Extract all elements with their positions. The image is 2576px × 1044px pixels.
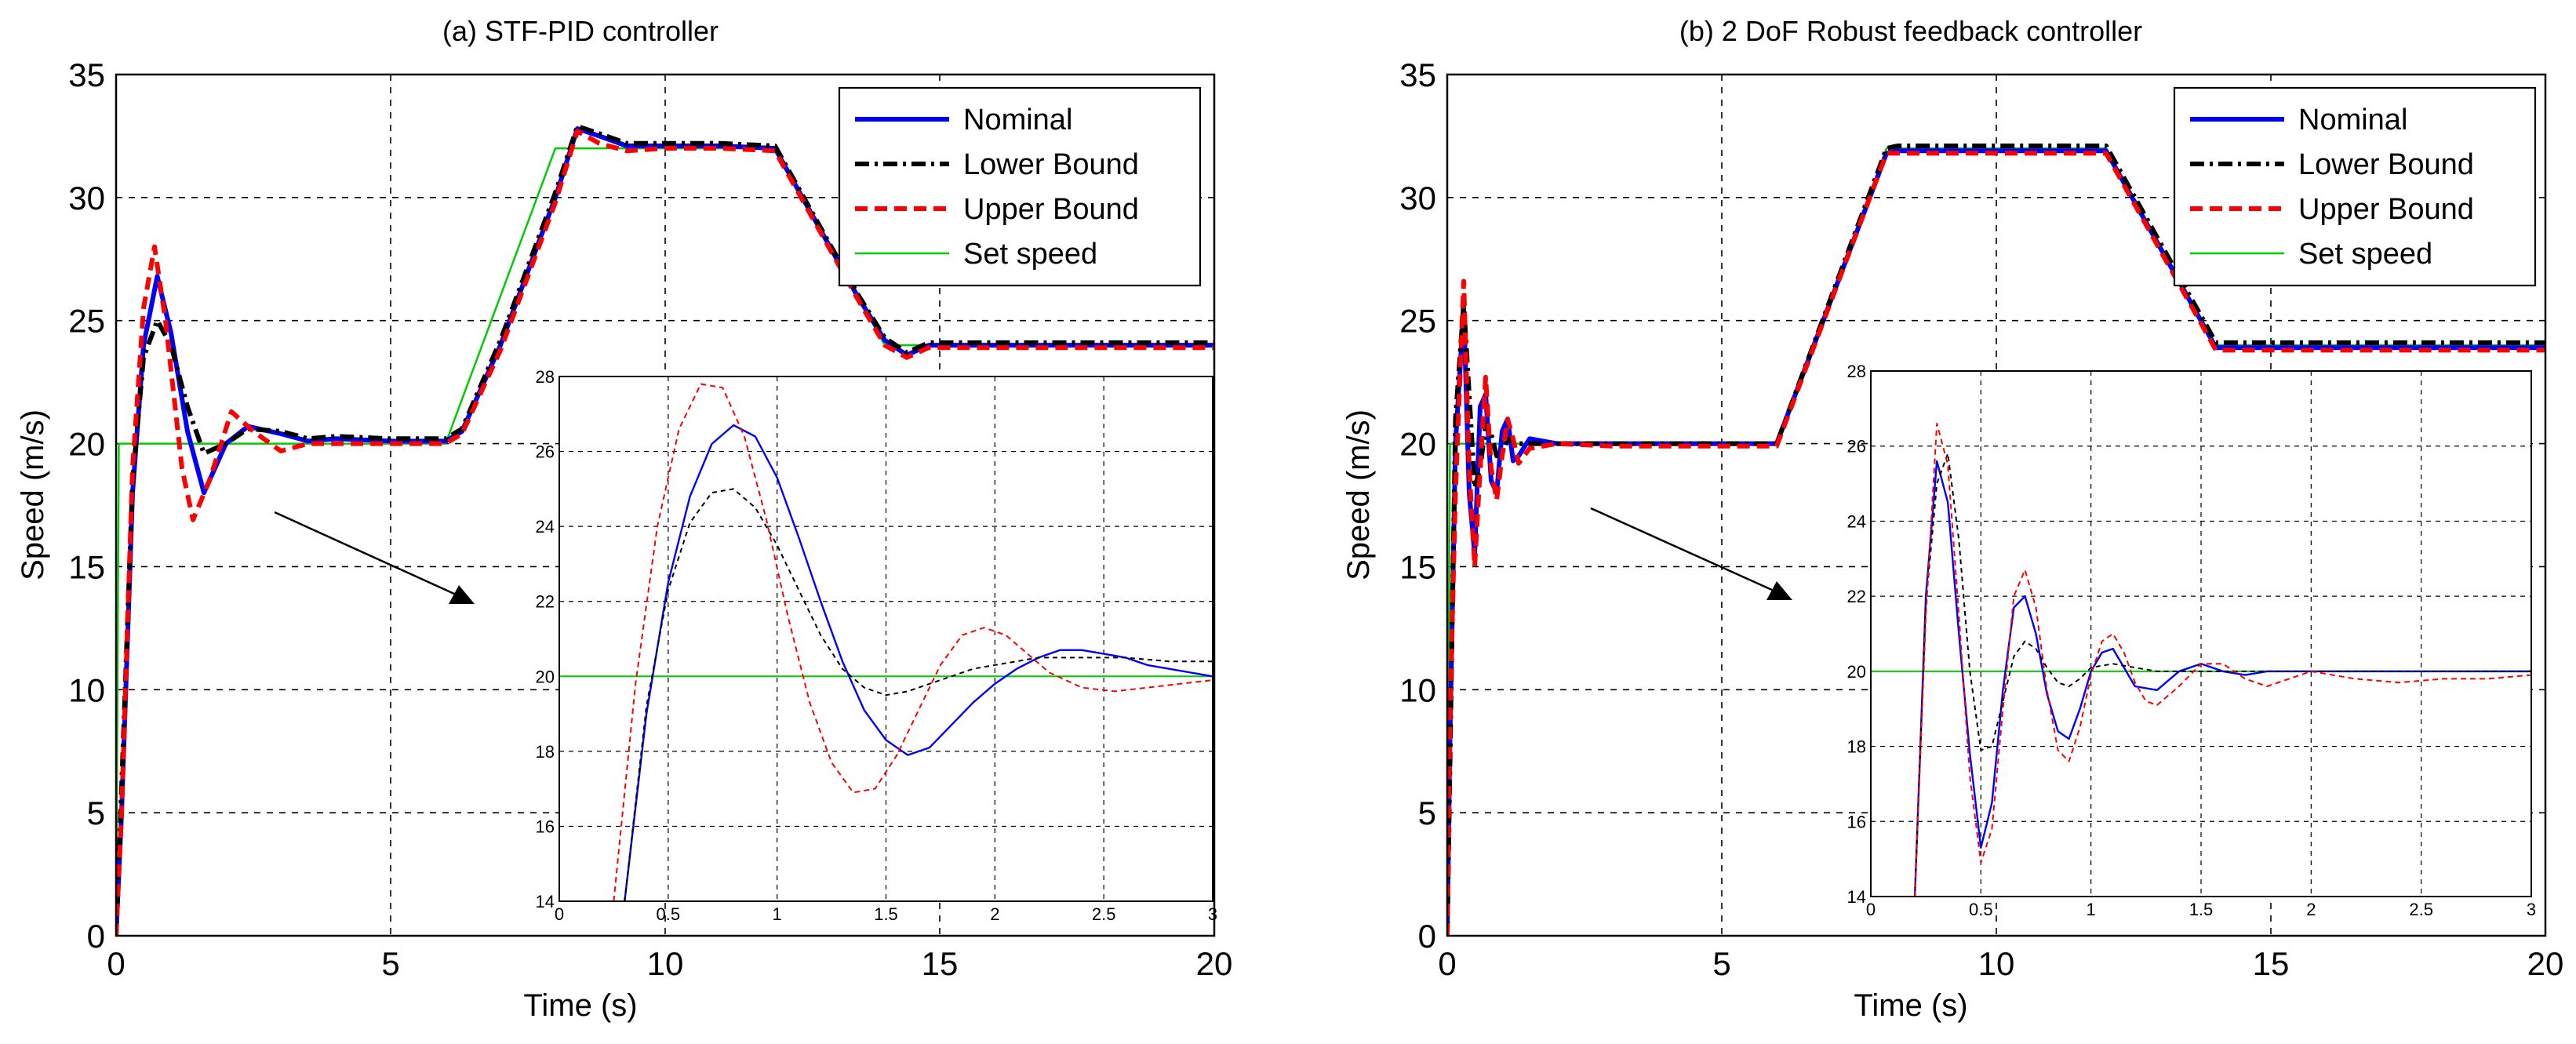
x-tick-label: 15 [2253,945,2290,982]
inset-y-tick-label: 24 [1847,511,1866,531]
chart-title: (b) 2 DoF Robust feedback controller [1679,15,2142,47]
inset-y-tick-label: 16 [536,817,555,836]
inset-y-tick-label: 14 [1847,887,1866,907]
inset-y-tick-label: 18 [536,742,555,762]
legend-label-upper-bound: Upper Bound [963,193,1139,226]
zoom-arrow [274,511,475,604]
y-tick-label: 25 [68,303,105,340]
inset-y-tick-label: 20 [1847,662,1866,682]
y-tick-label: 15 [68,548,105,585]
inset-x-tick-label: 3 [1208,904,1217,924]
x-tick-label: 20 [2527,945,2564,982]
inset-y-tick-label: 20 [536,667,555,686]
y-tick-label: 15 [1399,548,1436,585]
inset-x-tick-label: 0.5 [657,904,681,924]
x-tick-label: 0 [107,945,125,982]
inset-x-tick-label: 1 [773,904,782,924]
inset-series-line-nominal [1913,460,2531,897]
x-tick-label: 20 [1196,945,1233,982]
y-tick-label: 0 [1418,918,1436,955]
series-line-upper-bound [116,129,1214,936]
inset-frame [1870,370,2532,897]
x-tick-label: 10 [647,945,684,982]
inset-x-tick-label: 3 [2527,900,2536,919]
inset-x-tick-label: 2 [990,904,999,924]
y-axis-label: Speed (m/s) [16,409,50,580]
inset-series-line-lower-bound [624,488,1213,901]
legend: Nominal Lower Bound Upper Bound Set speed [838,86,1202,287]
inset-y-tick-label: 24 [536,517,555,537]
inset-y-tick-label: 22 [536,592,555,612]
legend: Nominal Lower Bound Upper Bound Set speed [2173,86,2537,287]
inset-y-tick-label: 18 [1847,737,1866,757]
inset-y-tick-label: 28 [1847,362,1866,381]
inset-y-tick-label: 28 [536,367,555,387]
zoom-arrow [1590,507,1792,600]
inset-x-tick-label: 2 [2306,900,2316,919]
y-tick-label: 10 [1399,671,1436,708]
legend-label-set-speed: Set speed [963,238,1097,271]
zoom-inset: 0 0.5 1 1.5 2 2.5 3 14 16 18 20 22 24 26 28 [1847,362,2537,919]
y-tick-label: 0 [87,918,105,955]
inset-x-tick-label: 0 [1866,900,1876,919]
legend-label-lower-bound: Lower Bound [2298,148,2474,181]
inset-x-tick-label: 1.5 [2189,900,2214,919]
legend-label-upper-bound: Upper Bound [2298,193,2474,226]
inset-series-line-nominal [624,424,1213,901]
inset-series-line-upper-bound [1914,423,2531,897]
y-axis-label: Speed (m/s) [1341,409,1376,580]
y-tick-label: 20 [68,426,105,463]
inset-y-tick-label: 16 [1847,812,1866,831]
inset-x-tick-label: 2.5 [1092,904,1116,924]
y-tick-label: 20 [1399,426,1436,463]
inset-y-tick-label: 14 [536,892,555,911]
y-tick-label: 10 [68,671,105,708]
plot-frame [1446,73,2547,937]
y-tick-label: 25 [1399,303,1436,340]
chart-title: (a) STF-PID controller [442,15,719,47]
legend-label-set-speed: Set speed [2298,238,2432,271]
x-axis-label: Time (s) [523,988,637,1023]
legend-label-lower-bound: Lower Bound [963,148,1139,181]
y-tick-label: 5 [87,795,105,831]
inset-x-tick-label: 0.5 [1969,900,1993,919]
x-tick-label: 5 [381,945,399,982]
y-tick-label: 35 [1399,56,1436,93]
inset-y-tick-label: 22 [1847,587,1866,606]
x-tick-label: 5 [1712,945,1730,982]
inset-y-tick-label: 26 [536,442,555,462]
legend-label-nominal: Nominal [963,104,1072,136]
x-tick-label: 0 [1438,945,1456,982]
plot-frame [115,73,1216,937]
series-line-lower-bound [116,123,1214,936]
inset-series-line-lower-bound [1914,453,2531,897]
inset-x-tick-label: 1 [2087,900,2096,919]
inset-x-tick-label: 1.5 [874,904,898,924]
y-tick-label: 5 [1418,795,1436,831]
inset-x-tick-label: 2.5 [2409,900,2433,919]
series-line-upper-bound [1447,151,2545,936]
inset-y-tick-label: 26 [1847,437,1866,457]
zoom-inset: 0 0.5 1 1.5 2 2.5 3 14 16 18 20 22 24 26 28 [536,367,1218,924]
panel-b: (b) 2 DoF Robust feedback controller Tim… [1341,15,2563,1023]
y-tick-label: 30 [68,180,105,216]
x-tick-label: 10 [1978,945,2015,982]
legend-label-nominal: Nominal [2298,104,2407,136]
x-axis-label: Time (s) [1854,988,1967,1023]
y-tick-label: 30 [1399,180,1436,216]
inset-series-line-upper-bound [613,383,1213,901]
inset-x-tick-label: 0 [555,904,564,924]
x-tick-label: 15 [922,945,959,982]
inset-frame [558,376,1213,902]
panel-a: (a) STF-PID controller Time (s) Speed (m… [16,15,1232,1023]
y-tick-label: 35 [68,56,105,93]
